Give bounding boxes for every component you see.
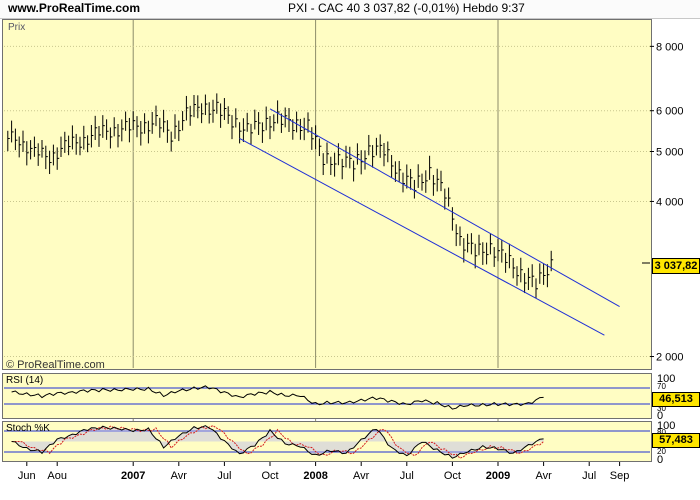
x-tick-label: Oct <box>444 470 461 482</box>
price-tick-label: 5 000 <box>656 147 684 159</box>
rsi-scale-0: 0 <box>657 410 664 422</box>
x-tick-label: 2009 <box>486 470 510 482</box>
rsi-panel[interactable] <box>2 373 652 419</box>
channel-lower-line <box>239 138 605 336</box>
stoch-label: Stoch %K <box>6 423 50 434</box>
chart-header: www.ProRealTime.com PXI - CAC 40 3 037,8… <box>0 0 700 19</box>
x-tick-label: Avr <box>353 470 370 482</box>
price-tick-label: 8 000 <box>656 41 684 53</box>
quote-line: PXI - CAC 40 3 037,82 (-0,01%) Hebdo 9:3… <box>288 1 525 15</box>
rsi-scale-30: 30 <box>657 404 666 413</box>
x-tick-label: Aou <box>47 470 67 482</box>
stoch-line <box>11 425 544 459</box>
x-tick-label: Sep <box>610 470 630 482</box>
stoch-scale-80: 80 <box>657 428 666 437</box>
rsi-scale-70: 70 <box>657 382 666 391</box>
watermark: © ProRealTime.com <box>6 359 105 371</box>
rsi-scale-top: 100 <box>657 373 676 385</box>
stoch-scale-20: 20 <box>657 447 666 456</box>
x-tick-label: Jul <box>582 470 596 482</box>
x-tick-label: Jul <box>217 470 231 482</box>
x-tick-label: Oct <box>261 470 278 482</box>
channel-upper-line <box>269 108 620 308</box>
x-tick-label: Avr <box>535 470 552 482</box>
price-tick-label: 6 000 <box>656 106 684 118</box>
stoch-fill-area <box>11 425 544 459</box>
x-tick-label: 2007 <box>121 470 145 482</box>
price-tick-label: 2 000 <box>656 352 684 364</box>
price-tick-label: 4 000 <box>656 196 684 208</box>
stoch-value-badge: 57,483 <box>652 433 700 448</box>
site-url[interactable]: www.ProRealTime.com <box>8 1 141 15</box>
price-panel[interactable] <box>2 19 652 370</box>
x-tick-label: Avr <box>171 470 188 482</box>
x-tick-label: Jun <box>18 470 36 482</box>
last-price-badge: 3 037,82 <box>652 258 700 274</box>
stoch-scale-0: 0 <box>657 454 664 466</box>
price-panel-label: Prix <box>8 22 26 33</box>
x-tick-label: 2008 <box>303 470 327 482</box>
rsi-line <box>11 385 544 410</box>
stoch-scale-top: 100 <box>657 420 676 432</box>
rsi-value-badge: 46,513 <box>652 392 700 407</box>
rsi-label: RSI (14) <box>6 375 44 386</box>
x-tick-label: Jul <box>400 470 414 482</box>
